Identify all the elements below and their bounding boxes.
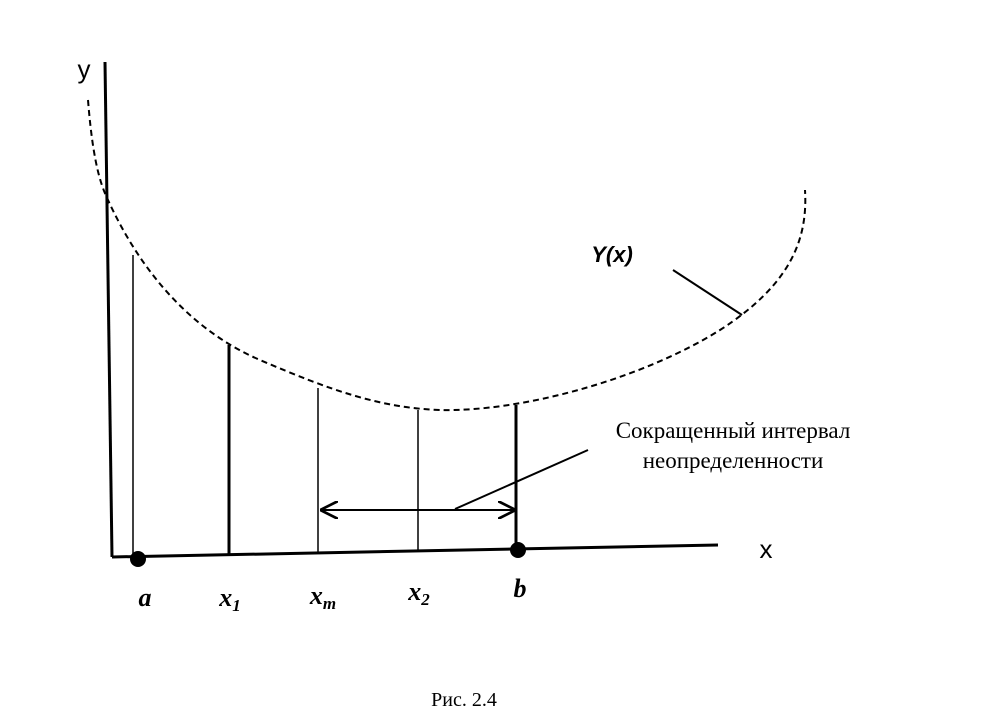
label-base: x xyxy=(218,583,232,612)
curve xyxy=(87,99,807,412)
y-axis xyxy=(103,61,114,558)
caption: Рис. 2.4 xyxy=(431,689,497,711)
annotation-pointer xyxy=(454,449,589,510)
label-sub: 2 xyxy=(420,590,430,609)
label-base: a xyxy=(139,583,152,612)
y-axis-label: y xyxy=(78,54,91,84)
point-label: b xyxy=(514,574,527,603)
point-a xyxy=(130,551,146,567)
label-sub: m xyxy=(323,594,336,613)
annotation-line: Сокращенный интервал xyxy=(616,418,851,443)
point-b xyxy=(510,542,526,558)
label-base: x xyxy=(407,577,421,606)
point-label: x2 xyxy=(407,577,430,609)
annotation-line: неопределенности xyxy=(643,448,824,473)
x-axis xyxy=(111,543,719,559)
label-base: b xyxy=(514,574,527,603)
point-label: xm xyxy=(309,581,336,613)
label-sub: 1 xyxy=(232,596,241,615)
point-label: x1 xyxy=(218,583,241,615)
point-label: a xyxy=(139,583,152,612)
curve-pointer xyxy=(672,269,743,316)
label-base: x xyxy=(309,581,323,610)
curve-label: Y(x) xyxy=(591,242,633,267)
x-axis-label: x xyxy=(760,534,773,564)
